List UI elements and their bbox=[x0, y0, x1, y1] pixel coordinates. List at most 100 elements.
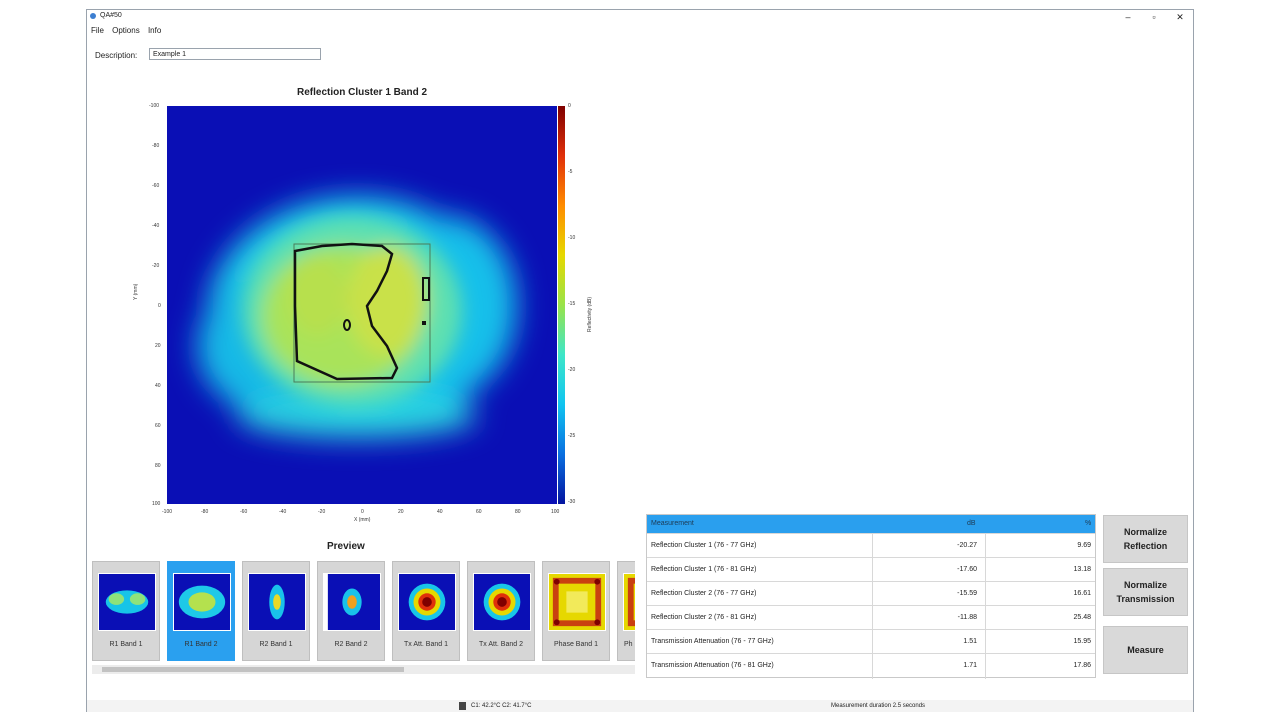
x-tick: 0 bbox=[361, 509, 364, 515]
description-label: Description: bbox=[95, 51, 138, 60]
colorbar-tick: -20 bbox=[568, 367, 576, 373]
colorbar-tick: 0 bbox=[568, 103, 571, 109]
cell-measurement: Transmission Attenuation (76 - 81 GHz) bbox=[651, 662, 774, 669]
thumbnail-image bbox=[98, 573, 156, 631]
x-tick: -80 bbox=[201, 509, 209, 515]
x-tick: 80 bbox=[515, 509, 521, 515]
preview-strip: R1 Band 1 R1 Band 2 R2 Band 1 bbox=[92, 561, 635, 661]
preview-scrollbar[interactable] bbox=[92, 665, 635, 674]
thumbnail-image bbox=[473, 573, 531, 631]
y-axis-title: Y (mm) bbox=[133, 283, 139, 300]
thumbnail-image bbox=[548, 573, 606, 631]
reflection-heatmap bbox=[167, 106, 557, 504]
thumbnail-ph[interactable]: Ph bbox=[617, 561, 635, 661]
thumbnail-image bbox=[323, 573, 381, 631]
thumbnail-label: R1 Band 1 bbox=[109, 641, 143, 648]
measurement-table: Measurement dB % Reflection Cluster 1 (7… bbox=[646, 514, 1096, 679]
cell-db: -17.60 bbox=[957, 566, 977, 573]
window-title: QA#50 bbox=[100, 12, 122, 19]
colorbar-tick: -30 bbox=[568, 499, 576, 505]
cell-db: -15.59 bbox=[957, 590, 977, 597]
cell-db: 1.51 bbox=[963, 638, 977, 645]
menu-info[interactable]: Info bbox=[147, 26, 162, 35]
thumbnail-image bbox=[398, 573, 456, 631]
cell-measurement: Transmission Attenuation (76 - 77 GHz) bbox=[651, 638, 774, 645]
table-row: Transmission Attenuation (76 - 77 GHz) 1… bbox=[647, 629, 1095, 653]
menu-options[interactable]: Options bbox=[112, 26, 140, 35]
colorbar bbox=[558, 106, 565, 504]
y-tick: 0 bbox=[158, 303, 161, 309]
header-db: dB bbox=[967, 520, 976, 527]
y-tick: 100 bbox=[152, 501, 161, 507]
menu-bar: File Options Info bbox=[87, 24, 1193, 37]
cell-percent: 25.48 bbox=[1073, 614, 1091, 621]
menu-file[interactable]: File bbox=[91, 26, 104, 35]
plot-title: Reflection Cluster 1 Band 2 bbox=[296, 87, 428, 98]
cell-measurement: Reflection Cluster 1 (76 - 81 GHz) bbox=[651, 566, 757, 573]
thumbnail-image bbox=[173, 573, 231, 631]
y-tick: -60 bbox=[152, 183, 160, 189]
maximize-button[interactable]: ▫ bbox=[1152, 12, 1156, 22]
normalize-reflection-button[interactable]: Normalize Reflection bbox=[1103, 515, 1188, 563]
close-button[interactable]: ✕ bbox=[1176, 12, 1184, 22]
thumbnail-r1-band-2[interactable]: R1 Band 2 bbox=[167, 561, 235, 661]
cell-percent: 15.95 bbox=[1073, 638, 1091, 645]
y-tick: -80 bbox=[152, 143, 160, 149]
thumbnail-image bbox=[623, 573, 635, 631]
column-divider bbox=[872, 533, 873, 679]
title-bar: QA#50 – ▫ ✕ bbox=[87, 10, 1193, 24]
y-tick: 40 bbox=[155, 383, 161, 389]
cell-percent: 17.86 bbox=[1073, 662, 1091, 669]
y-tick: 80 bbox=[155, 463, 161, 469]
measurement-duration: Measurement duration 2.5 seconds bbox=[831, 703, 926, 709]
thermometer-icon bbox=[459, 702, 466, 710]
normalize-transmission-button[interactable]: Normalize Transmission bbox=[1103, 568, 1188, 616]
cell-measurement: Reflection Cluster 2 (76 - 77 GHz) bbox=[651, 590, 757, 597]
colorbar-tick: -10 bbox=[568, 235, 576, 241]
x-tick: 100 bbox=[551, 509, 560, 515]
table-row: Reflection Cluster 1 (76 - 81 GHz) -17.6… bbox=[647, 557, 1095, 581]
app-window: QA#50 – ▫ ✕ File Options Info Descriptio… bbox=[86, 9, 1194, 712]
thumbnail-r2-band-2[interactable]: R2 Band 2 bbox=[317, 561, 385, 661]
thumbnail-label: Ph bbox=[624, 641, 633, 648]
thumbnail-label: Tx Att. Band 1 bbox=[404, 641, 448, 648]
table-header: Measurement dB % bbox=[647, 515, 1095, 533]
thumbnail-r2-band-1[interactable]: R2 Band 1 bbox=[242, 561, 310, 661]
thumbnail-image bbox=[248, 573, 306, 631]
preview-scrollbar-thumb[interactable] bbox=[102, 667, 404, 672]
x-tick: 60 bbox=[476, 509, 482, 515]
x-tick: 40 bbox=[437, 509, 443, 515]
thumbnail-label: R2 Band 1 bbox=[259, 641, 293, 648]
y-tick: 20 bbox=[155, 343, 161, 349]
thumbnail-label: R1 Band 2 bbox=[184, 641, 218, 648]
thumbnail-tx-att-band-1[interactable]: Tx Att. Band 1 bbox=[392, 561, 460, 661]
thumbnail-r1-band-1[interactable]: R1 Band 1 bbox=[92, 561, 160, 661]
y-tick: -100 bbox=[149, 103, 160, 109]
cell-percent: 13.18 bbox=[1073, 566, 1091, 573]
y-tick: -40 bbox=[152, 223, 160, 229]
header-percent: % bbox=[1085, 520, 1092, 527]
cell-measurement: Reflection Cluster 1 (76 - 77 GHz) bbox=[651, 542, 757, 549]
colorbar-tick: -15 bbox=[568, 301, 576, 307]
measure-button[interactable]: Measure bbox=[1103, 626, 1188, 674]
x-axis-title: X (mm) bbox=[354, 517, 371, 523]
cell-percent: 9.69 bbox=[1077, 542, 1091, 549]
x-tick: -60 bbox=[240, 509, 248, 515]
temperature-readout: C1: 42.2°C C2: 41.7°C bbox=[471, 703, 532, 709]
thumbnail-label: R2 Band 2 bbox=[334, 641, 368, 648]
status-bar: C1: 42.2°C C2: 41.7°C Measurement durati… bbox=[87, 700, 1193, 712]
thumbnail-label: Tx Att. Band 2 bbox=[479, 641, 523, 648]
table-row: Transmission Attenuation (76 - 81 GHz) 1… bbox=[647, 653, 1095, 677]
cell-db: -11.88 bbox=[957, 614, 977, 621]
thumbnail-label: Phase Band 1 bbox=[554, 641, 598, 648]
description-input[interactable]: Example 1 bbox=[149, 48, 321, 60]
thumbnail-phase-band-1[interactable]: Phase Band 1 bbox=[542, 561, 610, 661]
preview-label: Preview bbox=[327, 541, 365, 552]
x-tick: 20 bbox=[398, 509, 404, 515]
thumbnail-tx-att-band-2[interactable]: Tx Att. Band 2 bbox=[467, 561, 535, 661]
app-icon bbox=[90, 13, 96, 19]
cell-measurement: Reflection Cluster 2 (76 - 81 GHz) bbox=[651, 614, 757, 621]
y-tick: 60 bbox=[155, 423, 161, 429]
colorbar-title: Reflectivity (dB) bbox=[587, 296, 593, 332]
minimize-button[interactable]: – bbox=[1125, 12, 1131, 22]
